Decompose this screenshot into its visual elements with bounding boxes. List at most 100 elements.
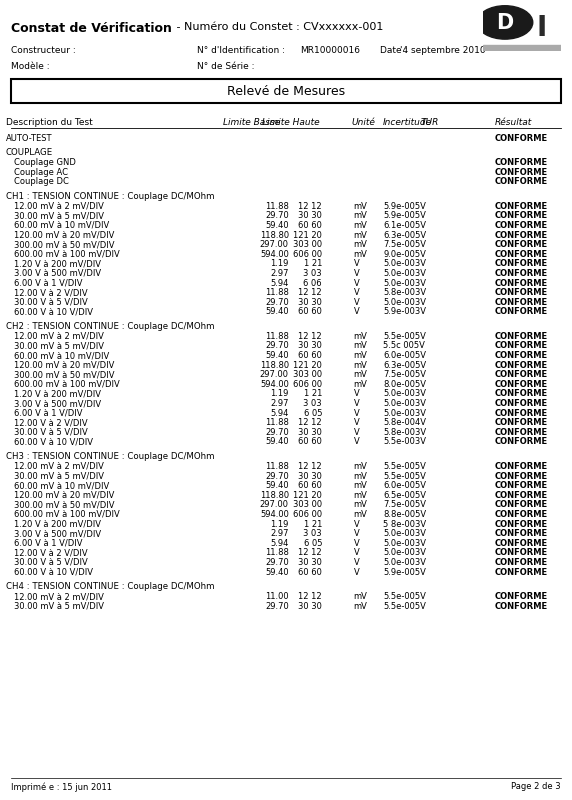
Text: mV: mV (353, 240, 367, 249)
Text: CONFORME: CONFORME (495, 510, 548, 519)
Text: mV: mV (353, 380, 367, 389)
Text: Couplage GND: Couplage GND (14, 158, 76, 167)
Text: 594.00: 594.00 (260, 250, 289, 258)
Text: 5.0e-003V: 5.0e-003V (383, 548, 426, 558)
Text: CONFORME: CONFORME (495, 307, 548, 316)
Text: 3 03: 3 03 (303, 529, 322, 538)
Text: 121 20: 121 20 (293, 230, 322, 239)
Text: 12 12: 12 12 (299, 548, 322, 558)
Text: Modèle :: Modèle : (11, 62, 50, 70)
Text: 5.0e-003V: 5.0e-003V (383, 529, 426, 538)
Text: CONFORME: CONFORME (495, 278, 548, 287)
Text: CONFORME: CONFORME (495, 567, 548, 577)
Text: CONFORME: CONFORME (495, 269, 548, 278)
Text: mV: mV (353, 462, 367, 471)
Text: 6.5e-005V: 6.5e-005V (383, 490, 426, 500)
Text: CONFORME: CONFORME (495, 428, 548, 437)
Text: 3.00 V à 500 mV/DIV: 3.00 V à 500 mV/DIV (14, 529, 101, 538)
Text: COUPLAGE: COUPLAGE (6, 149, 53, 158)
Text: 60.00 mV à 10 mV/DIV: 60.00 mV à 10 mV/DIV (14, 481, 110, 490)
Text: 5.5e-005V: 5.5e-005V (383, 592, 426, 601)
Text: V: V (353, 259, 359, 268)
Text: 5.0e-003V: 5.0e-003V (383, 409, 426, 418)
Text: CONFORME: CONFORME (495, 178, 548, 186)
Text: 12 12: 12 12 (299, 418, 322, 427)
Text: 297.00: 297.00 (260, 500, 289, 510)
Text: 118.80: 118.80 (260, 230, 289, 239)
Text: 30.00 mV à 5 mV/DIV: 30.00 mV à 5 mV/DIV (14, 211, 104, 220)
Text: 594.00: 594.00 (260, 380, 289, 389)
Text: CONFORME: CONFORME (495, 538, 548, 548)
Text: 5.9e-005V: 5.9e-005V (383, 211, 426, 220)
Text: CONFORME: CONFORME (495, 390, 548, 398)
Text: 5.0e-003V: 5.0e-003V (383, 390, 426, 398)
Text: 7.5e-005V: 7.5e-005V (383, 240, 426, 249)
Text: CONFORME: CONFORME (495, 250, 548, 258)
Text: Résultat: Résultat (495, 118, 532, 126)
Text: CONFORME: CONFORME (495, 288, 548, 297)
Text: 5.0e-003V: 5.0e-003V (383, 269, 426, 278)
Text: 6 05: 6 05 (304, 409, 322, 418)
Text: 5.5e-005V: 5.5e-005V (383, 462, 426, 471)
Text: 12.00 V à 2 V/DIV: 12.00 V à 2 V/DIV (14, 548, 88, 558)
Text: 5.0e-003V: 5.0e-003V (383, 538, 426, 548)
Text: Constat de Vérification: Constat de Vérification (11, 22, 172, 34)
Text: 5.8e-003V: 5.8e-003V (383, 288, 426, 297)
Text: 1 21: 1 21 (304, 390, 322, 398)
Text: 60.00 mV à 10 mV/DIV: 60.00 mV à 10 mV/DIV (14, 221, 110, 230)
Text: V: V (353, 399, 359, 408)
Text: mV: mV (353, 481, 367, 490)
Text: 6.1e-005V: 6.1e-005V (383, 221, 426, 230)
Text: 11.88: 11.88 (265, 288, 289, 297)
Text: CONFORME: CONFORME (495, 471, 548, 481)
Text: CONFORME: CONFORME (495, 158, 548, 167)
Text: 60.00 V à 10 V/DIV: 60.00 V à 10 V/DIV (14, 307, 93, 316)
Text: 12 12: 12 12 (299, 462, 322, 471)
Text: mV: mV (353, 351, 367, 360)
Text: CONFORME: CONFORME (495, 462, 548, 471)
Text: CONFORME: CONFORME (495, 500, 548, 510)
Text: mV: mV (353, 370, 367, 379)
Text: 59.40: 59.40 (265, 307, 289, 316)
Text: 303 00: 303 00 (293, 370, 322, 379)
Text: 60 60: 60 60 (298, 307, 322, 316)
Text: 5.5e-005V: 5.5e-005V (383, 471, 426, 481)
Text: 5.9e-005V: 5.9e-005V (383, 202, 426, 210)
Text: mV: mV (353, 361, 367, 370)
Text: 6.00 V à 1 V/DIV: 6.00 V à 1 V/DIV (14, 278, 83, 287)
Text: 60 60: 60 60 (298, 221, 322, 230)
Text: V: V (353, 558, 359, 567)
Text: V: V (353, 529, 359, 538)
Text: 30 30: 30 30 (298, 298, 322, 306)
Text: 29.70: 29.70 (265, 298, 289, 306)
Text: 606 00: 606 00 (293, 250, 322, 258)
Text: V: V (353, 418, 359, 427)
Text: V: V (353, 438, 359, 446)
Text: CONFORME: CONFORME (495, 370, 548, 379)
Text: 5.94: 5.94 (271, 409, 289, 418)
Text: 12.00 V à 2 V/DIV: 12.00 V à 2 V/DIV (14, 288, 88, 297)
Text: 30 30: 30 30 (298, 211, 322, 220)
Text: V: V (353, 428, 359, 437)
Text: 59.40: 59.40 (265, 567, 289, 577)
Text: 6.3e-005V: 6.3e-005V (383, 230, 426, 239)
Text: 6.0e-005V: 6.0e-005V (383, 351, 426, 360)
Text: CH1 : TENSION CONTINUE : Couplage DC/MOhm: CH1 : TENSION CONTINUE : Couplage DC/MOh… (6, 192, 214, 201)
Text: Incertitude: Incertitude (383, 118, 432, 126)
Text: 297.00: 297.00 (260, 240, 289, 249)
Text: 3.00 V à 500 mV/DIV: 3.00 V à 500 mV/DIV (14, 399, 101, 408)
Text: CONFORME: CONFORME (495, 529, 548, 538)
Text: V: V (353, 288, 359, 297)
Text: 11.88: 11.88 (265, 462, 289, 471)
Text: 5.0e-003V: 5.0e-003V (383, 298, 426, 306)
Text: 600.00 mV à 100 mV/DIV: 600.00 mV à 100 mV/DIV (14, 380, 120, 389)
Text: V: V (353, 307, 359, 316)
Text: 600.00 mV à 100 mV/DIV: 600.00 mV à 100 mV/DIV (14, 250, 120, 258)
Text: mV: mV (353, 250, 367, 258)
Text: CH2 : TENSION CONTINUE : Couplage DC/MOhm: CH2 : TENSION CONTINUE : Couplage DC/MOh… (6, 322, 214, 331)
Text: 1 21: 1 21 (304, 519, 322, 529)
Text: CONFORME: CONFORME (495, 438, 548, 446)
Text: 3 03: 3 03 (303, 269, 322, 278)
Text: 5.5e-005V: 5.5e-005V (383, 602, 426, 610)
Text: V: V (353, 538, 359, 548)
